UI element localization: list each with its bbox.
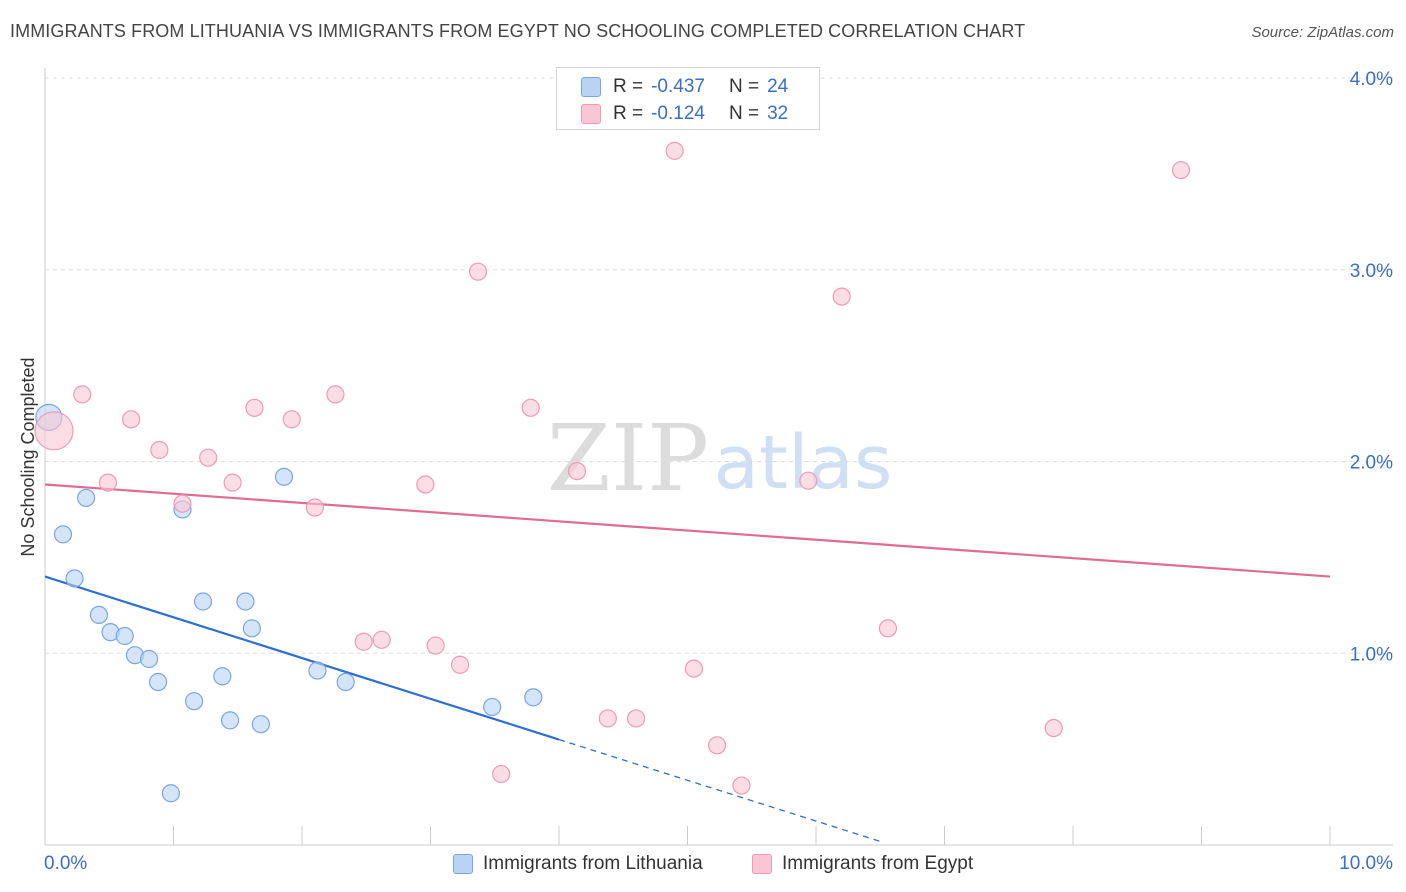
- lithuania-point: [65, 569, 84, 588]
- lithuania-n-value: 24: [767, 76, 789, 97]
- egypt-r-label: R =: [613, 103, 644, 124]
- egypt-point: [450, 655, 470, 674]
- lithuania-point: [77, 488, 96, 508]
- lithuania-point: [89, 605, 109, 625]
- lithuania-point: [251, 715, 270, 734]
- egypt-point: [492, 764, 511, 784]
- egypt-point: [223, 473, 242, 492]
- egypt-point: [282, 410, 301, 429]
- egypt-point: [732, 776, 751, 795]
- trend-layer: [44, 483, 1331, 843]
- legend-lithuania-swatch: [453, 854, 473, 874]
- correlation-stats-box: R = -0.437 N = 24 R = -0.124 N = 32: [556, 67, 820, 130]
- legend-egypt-label: Immigrants from Egypt: [782, 853, 974, 874]
- egypt-point: [73, 385, 92, 404]
- watermark-atlas: atlas: [714, 420, 893, 506]
- y-tick-label: 4.0%: [1350, 69, 1393, 90]
- lithuania-trend-line: [44, 575, 560, 741]
- egypt-point: [354, 632, 373, 651]
- egypt-point: [326, 385, 345, 404]
- lithuania-point: [115, 626, 134, 646]
- egypt-point: [665, 141, 684, 160]
- legend-lithuania[interactable]: Immigrants from Lithuania: [453, 853, 703, 875]
- lithuania-point: [236, 592, 255, 611]
- lithuania-point: [483, 697, 502, 717]
- egypt-point: [878, 619, 898, 638]
- egypt-r-value: -0.124: [651, 103, 705, 124]
- lithuania-point: [184, 692, 204, 711]
- x-tick-label: 10.0%: [1339, 853, 1393, 874]
- egypt-point: [305, 498, 324, 517]
- lithuania-point: [274, 467, 294, 486]
- egypt-point: [567, 461, 587, 481]
- egypt-point: [1171, 160, 1191, 180]
- stats-row-egypt: R = -0.124 N = 32: [581, 103, 788, 125]
- legend-egypt[interactable]: Immigrants from Egypt: [752, 853, 973, 875]
- y-tick-label: 1.0%: [1350, 644, 1393, 665]
- legend-egypt-swatch: [752, 854, 772, 874]
- lithuania-point: [524, 688, 543, 707]
- egypt-trend-line: [44, 483, 1331, 578]
- lithuania-point: [193, 592, 213, 611]
- legend-lithuania-label: Immigrants from Lithuania: [483, 853, 703, 874]
- egypt-swatch: [581, 104, 601, 124]
- egypt-point: [121, 410, 141, 429]
- lithuania-point: [308, 661, 327, 680]
- y-axis-label: No Schooling Completed: [18, 357, 38, 556]
- point-layer: [34, 141, 1191, 803]
- y-tick-label: 3.0%: [1350, 261, 1393, 282]
- lithuania-r-value: -0.437: [651, 76, 705, 97]
- egypt-point: [799, 471, 818, 490]
- lithuania-r-label: R =: [613, 76, 644, 97]
- lithuania-point: [336, 672, 355, 692]
- chart-title: IMMIGRANTS FROM LITHUANIA VS IMMIGRANTS …: [10, 21, 1026, 41]
- lithuania-point: [53, 525, 73, 544]
- lithuania-trend-extension: [558, 738, 881, 843]
- lithuania-swatch: [581, 77, 601, 97]
- egypt-n-value: 32: [767, 103, 789, 124]
- lithuania-n-label: N =: [728, 76, 760, 97]
- lithuania-point: [220, 711, 240, 730]
- egypt-point: [468, 262, 488, 281]
- egypt-point: [372, 630, 391, 649]
- watermark: ZIP atlas: [547, 405, 893, 512]
- lithuania-point: [242, 619, 261, 638]
- egypt-point: [832, 287, 851, 306]
- egypt-point: [684, 659, 704, 678]
- source-label: Source: ZipAtlas.com: [1251, 24, 1394, 41]
- egypt-n-label: N =: [728, 103, 760, 124]
- egypt-point: [626, 709, 646, 728]
- egypt-point: [598, 709, 617, 728]
- egypt-point: [34, 411, 74, 451]
- egypt-point: [245, 398, 264, 417]
- egypt-point: [707, 736, 727, 755]
- egypt-point: [416, 475, 435, 494]
- lithuania-point: [161, 784, 181, 803]
- egypt-point: [173, 494, 192, 513]
- x-tick-label: 0.0%: [44, 853, 87, 874]
- lithuania-point: [139, 649, 159, 669]
- lithuania-point: [148, 672, 168, 692]
- egypt-point: [1044, 718, 1063, 738]
- lithuania-point: [213, 667, 232, 686]
- axis-layer: 1.0% 2.0% 3.0% 4.0% 0.0% 10.0%: [44, 68, 1393, 874]
- watermark-zip: ZIP: [547, 405, 709, 512]
- stats-row-lithuania: R = -0.437 N = 24: [581, 76, 788, 98]
- egypt-point: [199, 448, 218, 467]
- egypt-point: [150, 440, 169, 460]
- egypt-point: [521, 398, 540, 417]
- egypt-point: [98, 473, 118, 492]
- egypt-point: [426, 636, 445, 655]
- y-tick-label: 2.0%: [1350, 453, 1393, 474]
